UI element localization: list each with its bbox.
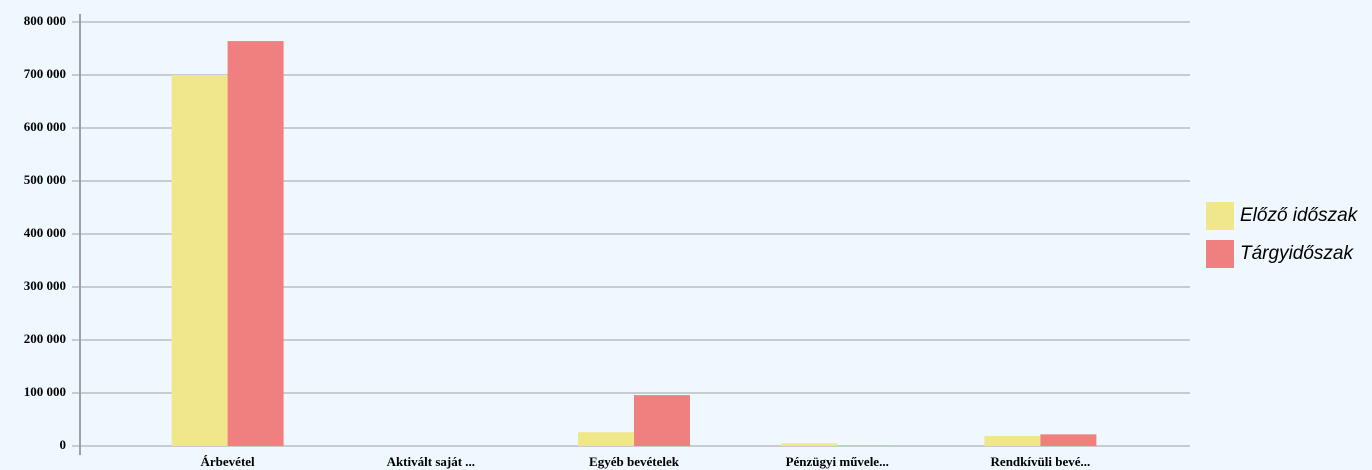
bar: [837, 445, 894, 446]
x-tick-label: Rendkívüli bevé...: [991, 454, 1091, 469]
legend-label: Tárgyidőszak: [1240, 243, 1354, 264]
bar: [781, 443, 838, 446]
legend-label: Előző időszak: [1240, 205, 1359, 226]
x-tick-label: Aktivált saját ...: [387, 454, 475, 469]
x-tick-label: Pénzügyi művele...: [786, 454, 889, 469]
bar: [578, 432, 634, 446]
y-tick-label: 0: [60, 437, 67, 452]
bar: [1040, 434, 1097, 446]
y-tick-label: 300 000: [24, 278, 66, 293]
y-tick-label: 600 000: [24, 119, 66, 134]
y-tick-label: 500 000: [24, 172, 66, 187]
x-tick-label: Árbevétel: [201, 454, 256, 469]
bar: [171, 75, 228, 446]
legend-swatch: [1206, 202, 1234, 230]
y-tick-label: 700 000: [24, 66, 66, 81]
y-tick-label: 800 000: [24, 13, 66, 28]
y-tick-label: 200 000: [24, 331, 66, 346]
y-tick-label: 100 000: [24, 384, 66, 399]
legend-swatch: [1206, 240, 1234, 268]
y-tick-label: 400 000: [24, 225, 66, 240]
bar: [227, 41, 284, 446]
x-tick-label: Egyéb bevételek: [589, 454, 680, 469]
bar: [984, 435, 1041, 446]
bar: [634, 395, 690, 446]
